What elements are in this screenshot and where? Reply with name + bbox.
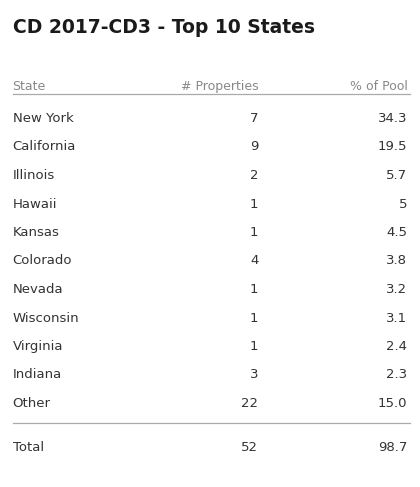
Text: Virginia: Virginia — [13, 340, 63, 353]
Text: 15.0: 15.0 — [378, 397, 407, 410]
Text: 98.7: 98.7 — [378, 441, 407, 454]
Text: Other: Other — [13, 397, 50, 410]
Text: 1: 1 — [250, 283, 258, 296]
Text: 1: 1 — [250, 312, 258, 324]
Text: 4: 4 — [250, 255, 258, 267]
Text: State: State — [13, 80, 46, 93]
Text: 3.2: 3.2 — [386, 283, 407, 296]
Text: 7: 7 — [250, 112, 258, 125]
Text: California: California — [13, 141, 76, 153]
Text: 1: 1 — [250, 198, 258, 210]
Text: 52: 52 — [241, 441, 258, 454]
Text: 5: 5 — [399, 198, 407, 210]
Text: 22: 22 — [241, 397, 258, 410]
Text: Illinois: Illinois — [13, 169, 55, 182]
Text: CD 2017-CD3 - Top 10 States: CD 2017-CD3 - Top 10 States — [13, 18, 315, 37]
Text: 9: 9 — [250, 141, 258, 153]
Text: Colorado: Colorado — [13, 255, 72, 267]
Text: Indiana: Indiana — [13, 369, 62, 381]
Text: % of Pool: % of Pool — [349, 80, 407, 93]
Text: Wisconsin: Wisconsin — [13, 312, 79, 324]
Text: 19.5: 19.5 — [378, 141, 407, 153]
Text: New York: New York — [13, 112, 74, 125]
Text: 2.3: 2.3 — [386, 369, 407, 381]
Text: 1: 1 — [250, 340, 258, 353]
Text: # Properties: # Properties — [181, 80, 258, 93]
Text: Total: Total — [13, 441, 44, 454]
Text: 3: 3 — [250, 369, 258, 381]
Text: 2.4: 2.4 — [386, 340, 407, 353]
Text: Kansas: Kansas — [13, 226, 60, 239]
Text: 3.1: 3.1 — [386, 312, 407, 324]
Text: 34.3: 34.3 — [378, 112, 407, 125]
Text: Hawaii: Hawaii — [13, 198, 57, 210]
Text: Nevada: Nevada — [13, 283, 63, 296]
Text: 1: 1 — [250, 226, 258, 239]
Text: 2: 2 — [250, 169, 258, 182]
Text: 5.7: 5.7 — [386, 169, 407, 182]
Text: 4.5: 4.5 — [386, 226, 407, 239]
Text: 3.8: 3.8 — [386, 255, 407, 267]
